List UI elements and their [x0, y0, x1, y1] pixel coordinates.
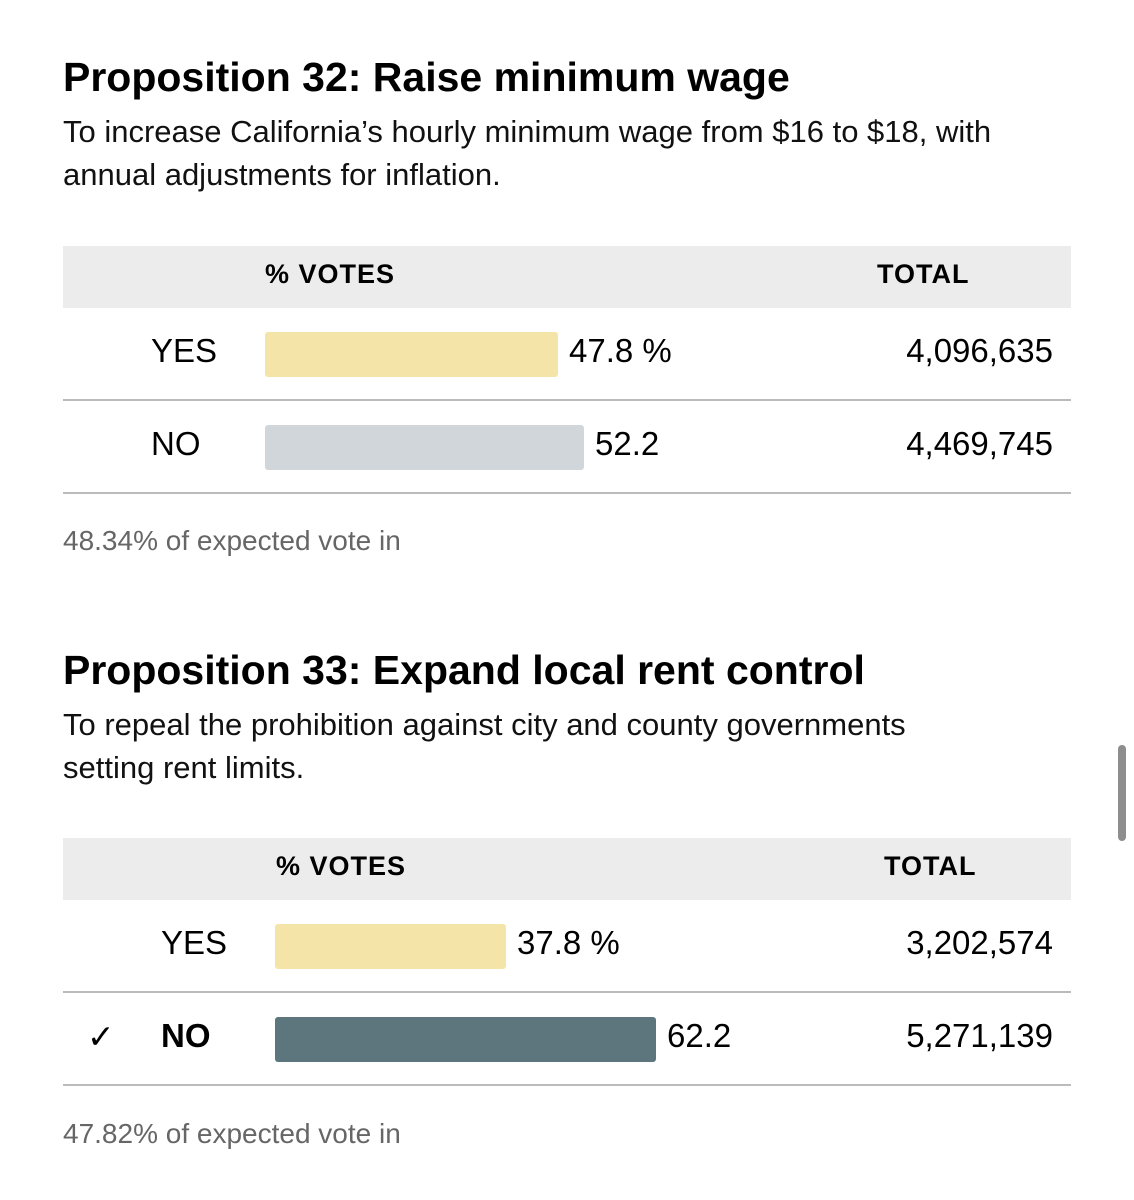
expected-vote-footnote: 48.34% of expected vote in	[63, 525, 401, 556]
row-divider	[63, 991, 1071, 993]
vote-share-bar	[265, 425, 584, 470]
proposition-33-section: Proposition 33: Expand local rent contro…	[63, 645, 1071, 789]
row-divider	[63, 399, 1071, 401]
vote-total: 4,469,745	[906, 425, 1053, 462]
vote-total: 5,271,139	[906, 1017, 1053, 1054]
vote-percent: 47.8 %	[569, 332, 672, 369]
scrollbar-thumb[interactable]	[1118, 745, 1126, 841]
choice-label: YES	[151, 332, 218, 369]
votes-column-header: % VOTES	[276, 851, 407, 881]
vote-percent: 37.8 %	[517, 924, 620, 961]
table-row-yes: YES 47.8 % 4,096,635	[63, 308, 1071, 401]
total-column-header: TOTAL	[884, 851, 977, 881]
vote-share-bar	[275, 924, 506, 969]
vote-total: 4,096,635	[906, 332, 1053, 369]
table-row-no: ✓ NO 62.2 5,271,139	[63, 993, 1071, 1086]
votes-column-header: % VOTES	[265, 259, 396, 289]
table-header: % VOTES TOTAL	[63, 838, 1071, 900]
total-column-header: TOTAL	[877, 259, 970, 289]
vote-percent: 62.2	[667, 1017, 732, 1054]
vote-share-bar	[265, 332, 558, 377]
table-row-yes: YES 37.8 % 3,202,574	[63, 900, 1071, 993]
proposition-title: Proposition 33: Expand local rent contro…	[63, 647, 865, 693]
row-divider	[63, 492, 1071, 494]
proposition-description: To increase California’s hourly minimum …	[63, 114, 992, 192]
choice-label: NO	[151, 425, 201, 462]
vote-percent: 52.2	[595, 425, 660, 462]
proposition-32-section: Proposition 32: Raise minimum wage To in…	[63, 52, 1071, 196]
proposition-description: To repeal the prohibition against city a…	[63, 707, 906, 785]
vote-total: 3,202,574	[906, 924, 1053, 961]
proposition-title: Proposition 32: Raise minimum wage	[63, 54, 790, 100]
table-header: % VOTES TOTAL	[63, 246, 1071, 308]
row-divider	[63, 1084, 1071, 1086]
expected-vote-footnote: 47.82% of expected vote in	[63, 1118, 401, 1149]
table-row-no: NO 52.2 4,469,745	[63, 401, 1071, 494]
vote-share-bar	[275, 1017, 656, 1062]
choice-label: YES	[161, 924, 228, 961]
winner-check-icon: ✓	[87, 1018, 115, 1055]
choice-label: NO	[161, 1017, 211, 1054]
